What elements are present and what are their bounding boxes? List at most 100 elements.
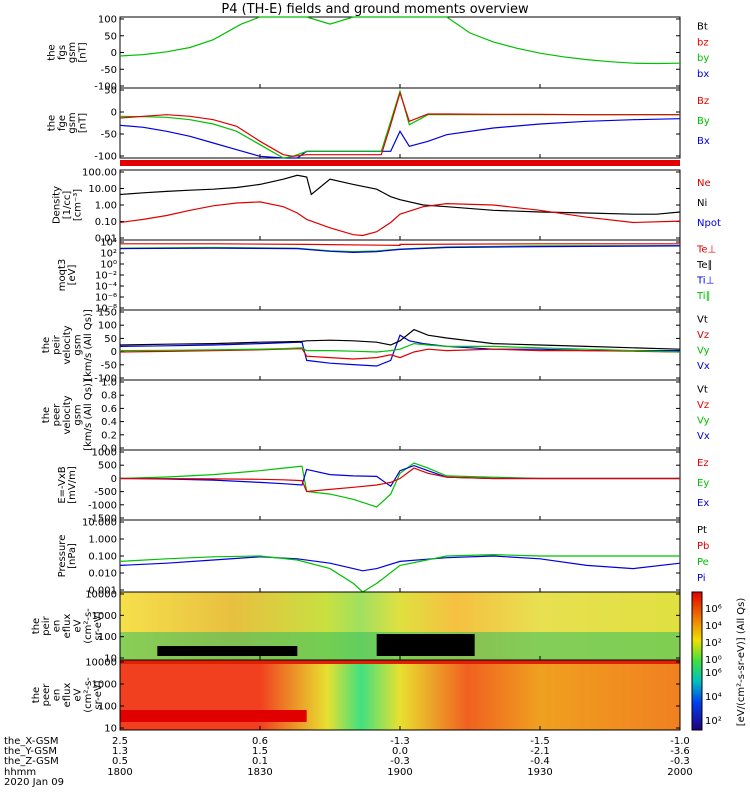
footer-value: 1930	[527, 766, 553, 778]
footer-row-label: the_X-GSM	[4, 736, 59, 747]
y-tick-label: 0.4	[101, 417, 117, 428]
colorbar-tick: 10⁰	[705, 655, 722, 666]
y-axis-label: thefgegsm[nT]	[46, 112, 88, 133]
series-line-Ti⊥	[119, 245, 681, 254]
footer-row-label: the_Z-GSM	[4, 756, 59, 768]
series-line-Vt	[119, 328, 681, 350]
footer-row-label: hhmm	[4, 766, 37, 778]
legend-entry: Te∥	[696, 260, 713, 271]
y-tick-label: 10⁻⁴	[95, 282, 117, 293]
footer-y-gsm: the_Y-GSM 1.3 1.5 0.0 -2.1 -3.6	[4, 746, 690, 758]
y-axis-label: thepeirvelocitygsm[km/s (All Qs)]	[41, 309, 94, 381]
series-line-By	[119, 89, 680, 159]
y-tick-label: -100	[94, 152, 117, 163]
y-tick-label: 1.0	[101, 378, 117, 389]
colorbar-tick: 10²	[705, 716, 722, 727]
series-line-Ey	[119, 462, 680, 508]
y-tick-label: 1.000	[88, 535, 117, 546]
series-line-Ni	[119, 174, 681, 215]
ephemeris-footer: the_X-GSM 2.5 0.6 -1.3 -1.5 -1.0 the_Y-GSM 1.3…	[4, 736, 693, 788]
footer-x-gsm: the_X-GSM 2.5 0.6 -1.3 -1.5 -1.0	[4, 736, 690, 747]
y-axis-label: Pressure[nPa]	[57, 535, 78, 578]
y-tick-label: 0	[111, 48, 117, 59]
y-axis-label: thefgsgsm[nT]	[46, 42, 88, 63]
y-tick-label: 50	[104, 31, 117, 42]
y-tick-label: 100	[98, 15, 117, 26]
y-tick-label: 10.00	[88, 184, 117, 195]
footer-value: -3.6	[670, 746, 690, 758]
panel-frame	[119, 449, 681, 521]
footer-z-gsm: the_Z-GSM 0.5 0.1 -0.3 -0.4 -0.3	[4, 756, 690, 768]
colorbar-tick: 10²	[705, 638, 722, 649]
y-tick-label: 0.100	[88, 552, 117, 563]
legend-entry: By	[697, 116, 710, 127]
y-tick-label: -1500	[88, 514, 117, 525]
footer-value: 0.0	[392, 746, 408, 758]
panel-frame	[119, 169, 681, 241]
legend-entry: Bt	[697, 22, 708, 33]
y-tick-label: -1000	[88, 500, 117, 511]
legend-entry: Vx	[697, 431, 710, 442]
footer-value: 0.5	[112, 756, 128, 768]
legend-entry: Ez	[697, 458, 709, 469]
legend-entry: Ti⊥	[696, 276, 714, 287]
colorbar-tick: 10⁶	[705, 668, 722, 679]
y-tick-label: 0	[111, 474, 117, 485]
legend-entry: by	[697, 53, 709, 64]
y-tick-label: 10⁻⁶	[95, 293, 117, 304]
footer-hhmm: hhmm 1800 1830 1900 1930 2000	[4, 766, 693, 778]
y-tick-label: 0.01	[95, 234, 117, 245]
legend-entry: Pi	[697, 573, 706, 584]
series-line-Pe	[119, 553, 680, 593]
legend-entry: bz	[697, 37, 709, 48]
legend-entry: Vz	[697, 400, 709, 411]
panel-10: 10000 1000 100 10thepeerenefluxeV(cm²-s-sr-…	[31, 658, 681, 735]
colorbar	[691, 591, 703, 731]
footer-value: -0.3	[670, 756, 690, 768]
y-tick-label: 1.00	[95, 201, 117, 212]
legend-entry: Bx	[697, 136, 710, 147]
panel-frame	[119, 239, 681, 311]
footer-row-label: the_Y-GSM	[4, 746, 58, 758]
legend-entry: Vy	[697, 416, 710, 427]
colorbar-label: [eV/(cm²-s-sr-eV)] (All Qs)	[736, 598, 747, 727]
legend-entry: Pt	[697, 525, 707, 536]
series-line-by	[119, 16, 681, 65]
legend-entry: Ex	[697, 498, 709, 509]
colorbar-tick: 10⁴	[705, 621, 722, 632]
panel-8: 10.000 1.000 0.100 0.010 0.001 Pressure[nPa] P…	[57, 518, 710, 597]
legend-entry: Ti∥	[696, 291, 711, 302]
heatmap-dark-patch	[376, 634, 475, 656]
y-axis-label: thepeerenefluxeV(cm²-s-sr-eV)	[31, 677, 104, 713]
colorbar-tick: 10⁴	[705, 692, 722, 703]
y-axis-label: E=-VxB[mV/m]	[57, 466, 78, 504]
y-tick-label: 100.00	[82, 168, 117, 179]
panel-5: 150 100 50 0 -50 -100thepeirvelocitygsm[km/s …	[41, 308, 710, 385]
y-tick-label: 1000	[92, 448, 117, 459]
legend-entry: bx	[697, 69, 709, 80]
heatmap-red-band	[120, 710, 307, 722]
y-tick-label: 500	[98, 461, 117, 472]
panel-1: 100 50 0 -50 -100 thefgsgsm[nT] Bt bz by bx	[46, 15, 709, 93]
y-tick-label: 10⁻²	[95, 271, 117, 282]
separator-bar	[120, 160, 680, 166]
footer-date: 2020 Jan 09	[4, 776, 64, 788]
footer-value: -2.1	[530, 746, 550, 758]
y-tick-label: 10	[104, 724, 117, 735]
y-tick-label: 0.001	[88, 586, 117, 597]
series-line-Ne	[119, 201, 681, 237]
footer-value: -1.3	[390, 736, 410, 747]
heatmap-dark-patch	[157, 646, 298, 656]
panel-frame	[119, 87, 681, 159]
panel-frame	[119, 16, 681, 89]
y-tick-label: -100	[94, 374, 117, 385]
y-axis-label: Density[1/cc][cm⁻³]	[52, 186, 84, 224]
y-tick-label: 150	[98, 308, 117, 319]
y-tick-label: -50	[101, 130, 117, 141]
y-tick-label: 0.6	[101, 404, 117, 415]
series-line-Ez	[119, 467, 680, 493]
y-tick-label: 10⁴	[100, 238, 117, 249]
panel-9: 10000 1000 100 10thepeirenefluxeV(cm²-s-sr-…	[31, 590, 681, 665]
